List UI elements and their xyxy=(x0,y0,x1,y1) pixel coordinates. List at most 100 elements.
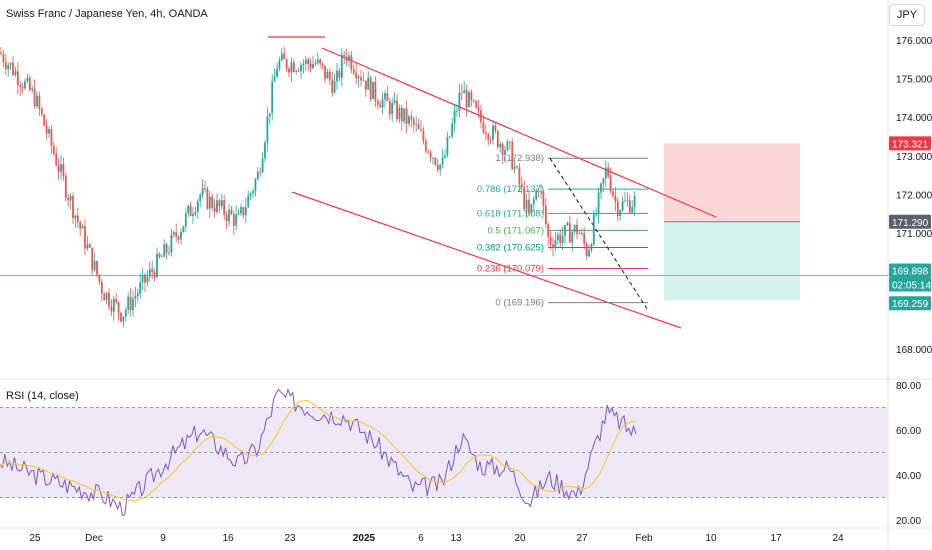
candle-body xyxy=(57,165,60,172)
candle-body xyxy=(26,77,29,82)
candle-body xyxy=(50,129,53,146)
candle-body xyxy=(105,292,108,301)
candle-body xyxy=(621,201,624,211)
candle-body xyxy=(340,54,343,78)
candle-body xyxy=(86,244,89,249)
candle-body xyxy=(559,234,562,244)
rsi-tick-label: 80.00 xyxy=(896,381,921,392)
candle-body xyxy=(549,237,552,245)
candle-body xyxy=(278,60,281,69)
candle-body xyxy=(312,63,314,69)
candle-body xyxy=(55,153,58,166)
candle-body xyxy=(451,123,454,137)
price-tick-label: 171.000 xyxy=(896,229,932,240)
rsi-indicator-label[interactable]: RSI (14, close) xyxy=(6,390,79,402)
candle-body xyxy=(307,59,310,64)
candle-body xyxy=(180,232,182,240)
candle-body xyxy=(535,190,538,200)
candle-body xyxy=(530,204,533,214)
candle-body xyxy=(74,215,77,219)
candle-body xyxy=(168,252,170,254)
candle-body xyxy=(290,62,293,73)
candle-body xyxy=(518,167,521,185)
rsi-line xyxy=(0,387,637,517)
candle-body xyxy=(52,145,55,154)
current-price-label: 169.898 xyxy=(892,267,929,278)
fib-level-label: 0.382 (170.625) xyxy=(477,242,544,253)
candle-body xyxy=(172,232,175,235)
candle-body xyxy=(211,196,214,208)
candle-body xyxy=(494,125,497,132)
candle-body xyxy=(225,214,228,222)
candle-body xyxy=(314,63,317,65)
candle-body xyxy=(468,92,470,108)
candle-body xyxy=(326,71,329,79)
candle-body xyxy=(261,158,264,173)
candle-body xyxy=(91,247,94,271)
candle-body xyxy=(122,316,125,322)
candle-body xyxy=(609,176,612,192)
candle-body xyxy=(254,179,257,191)
candle-body xyxy=(4,62,7,70)
candle-body xyxy=(470,92,473,101)
candle-body xyxy=(33,88,36,107)
candle-body xyxy=(184,213,187,227)
candle-body xyxy=(338,70,341,78)
candle-body xyxy=(273,76,276,82)
candle-body xyxy=(408,116,410,124)
candle-body xyxy=(439,164,442,170)
candle-body xyxy=(127,296,130,311)
candle-body xyxy=(496,131,499,148)
candle-body xyxy=(616,201,619,217)
take-profit-zone xyxy=(664,221,800,301)
time-tick-label: 10 xyxy=(705,533,717,544)
candle-body xyxy=(12,62,14,76)
candle-body xyxy=(36,95,38,107)
candle-body xyxy=(554,240,557,248)
candle-body xyxy=(252,190,254,194)
candle-body xyxy=(163,244,166,257)
candle-body xyxy=(268,113,271,117)
candle-body xyxy=(187,205,190,214)
candle-body xyxy=(160,256,163,258)
candle-body xyxy=(580,233,583,235)
candle-body xyxy=(448,136,451,138)
candle-body xyxy=(566,223,569,226)
candle-body xyxy=(84,226,86,249)
candle-body xyxy=(220,199,223,207)
candle-body xyxy=(302,64,305,66)
candle-body xyxy=(552,244,554,248)
fib-trend-line xyxy=(549,157,649,311)
time-tick-label: 13 xyxy=(450,533,462,544)
candle-body xyxy=(242,207,245,216)
candle-body xyxy=(588,250,590,257)
time-tick-label: 23 xyxy=(284,533,296,544)
time-tick-label: 24 xyxy=(832,533,844,544)
fib-level-label: 1 (172.938) xyxy=(495,153,544,164)
candle-body xyxy=(544,205,547,225)
candle-body xyxy=(429,152,432,158)
candle-body xyxy=(189,205,192,217)
currency-button[interactable]: JPY xyxy=(889,4,925,26)
candle-body xyxy=(276,68,278,77)
candle-body xyxy=(384,93,386,100)
candle-body xyxy=(7,65,10,70)
time-tick-label: 20 xyxy=(514,533,526,544)
candle-body xyxy=(489,139,492,141)
candle-body xyxy=(218,200,221,207)
candle-body xyxy=(372,81,374,100)
time-tick-label: 27 xyxy=(576,533,588,544)
fib-level-label: 0.786 (172.137) xyxy=(477,184,544,195)
candle-body xyxy=(501,143,504,155)
candle-body xyxy=(444,155,446,158)
symbol-title: Swiss Franc / Japanese Yen, 4h, OANDA xyxy=(6,8,208,20)
candle-body xyxy=(132,298,134,311)
candle-body xyxy=(115,298,118,303)
candle-body xyxy=(345,56,348,61)
candle-body xyxy=(350,55,353,70)
candle-body xyxy=(400,107,403,122)
candle-body xyxy=(177,236,180,240)
candle-body xyxy=(79,222,82,229)
